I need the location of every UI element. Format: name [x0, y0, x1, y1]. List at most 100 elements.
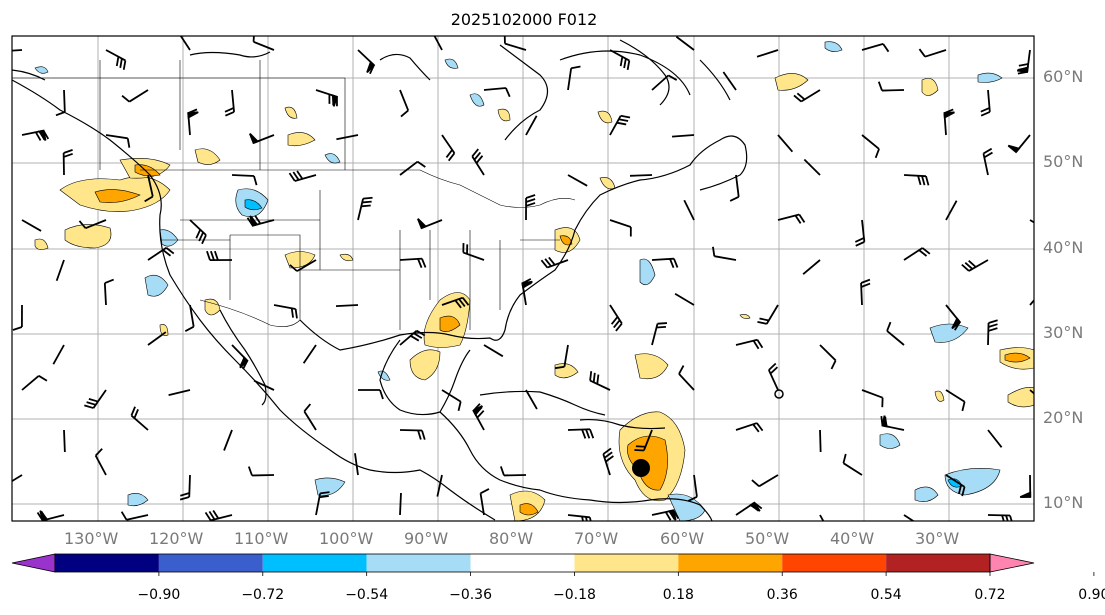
wind-barb — [903, 174, 930, 186]
wind-barb — [1029, 219, 1034, 224]
lat-tick-label: 20°N — [1043, 408, 1084, 427]
wind-barb — [21, 375, 48, 391]
wind-barb — [121, 89, 149, 103]
wind-barb — [231, 344, 249, 370]
contour-warm — [339, 253, 354, 262]
contour-cool — [314, 477, 346, 496]
wind-barb — [1019, 474, 1032, 499]
wind-barb — [861, 134, 880, 159]
wind-barb — [987, 514, 1013, 521]
wind-barb — [120, 511, 149, 521]
wind-barb — [335, 304, 359, 307]
colorbar-tick-label: 0.36 — [766, 587, 798, 603]
contour-warm — [1004, 352, 1031, 363]
wind-barb — [521, 278, 533, 306]
contour-cool — [977, 72, 1003, 83]
contour-cool — [944, 468, 1001, 496]
wind-barb — [735, 338, 764, 350]
wind-barb — [84, 389, 107, 409]
wind-barb — [602, 447, 614, 476]
wind-barb — [179, 474, 191, 501]
wind-barb — [130, 406, 149, 431]
lon-tick-label: 70°W — [574, 529, 619, 548]
wind-barb — [757, 304, 779, 325]
wind-barb — [987, 319, 998, 346]
wind-barb — [735, 501, 763, 516]
wind-barb — [651, 322, 668, 346]
contour-cool — [879, 433, 901, 449]
contour-cool — [639, 258, 656, 286]
wind-barb — [336, 134, 359, 141]
colorbar-tick-label: −0.90 — [137, 587, 181, 603]
contour-warm — [409, 349, 441, 381]
shaded-contours — [34, 41, 1034, 521]
wind-barb — [525, 115, 538, 136]
coastlines — [12, 39, 748, 521]
wind-barb — [471, 148, 485, 176]
wind-barb — [768, 362, 779, 391]
contour-cool — [34, 66, 49, 74]
colorbar-tick-label: 0.18 — [662, 587, 694, 603]
wind-barb — [147, 247, 175, 261]
colorbar-tick-label: −0.72 — [241, 587, 285, 603]
wind-barb — [399, 89, 410, 118]
wind-barb — [729, 174, 740, 202]
colorbar-tick-label: 0.72 — [974, 587, 1006, 603]
lon-tick-label: 80°W — [489, 529, 534, 548]
wind-barb — [357, 49, 376, 75]
wind-barb — [819, 514, 825, 521]
graticule — [12, 36, 1034, 521]
wind-barb — [589, 371, 611, 391]
wind-barb — [525, 194, 536, 221]
colorbar-tick-label: −0.18 — [552, 587, 596, 603]
colorbar-segment — [574, 554, 679, 572]
wind-barb — [842, 453, 863, 476]
wind-barb — [980, 89, 991, 117]
wind-barb — [315, 491, 330, 516]
contour-warm — [1007, 387, 1034, 408]
wind-barb — [224, 89, 235, 117]
contour-warm — [284, 106, 298, 119]
wind-barb — [751, 474, 779, 488]
colorbar-segment — [158, 554, 263, 572]
wind-barb — [399, 429, 426, 440]
lat-tick-label: 40°N — [1043, 238, 1084, 257]
lon-tick-label: 100°W — [319, 529, 374, 548]
colorbar-tick-label: 0.90 — [1078, 587, 1105, 603]
wind-barb — [357, 389, 384, 400]
calm-circle — [774, 389, 784, 399]
contour-warm — [497, 108, 511, 122]
contour-warm — [774, 73, 809, 91]
wind-barb — [683, 199, 695, 221]
contour-warm — [94, 189, 141, 203]
contour-warm — [597, 110, 613, 124]
wind-barb — [253, 379, 275, 391]
wind-barb — [886, 321, 905, 346]
colorbar-tick-label: −0.36 — [449, 587, 492, 603]
wind-barb — [168, 389, 191, 396]
wind-barb — [144, 174, 154, 203]
lon-tick-label: 40°W — [830, 529, 875, 548]
wind-barb — [629, 174, 653, 177]
wind-barb — [436, 474, 443, 497]
wind-barb — [105, 49, 127, 70]
colorbar-extend-high — [989, 553, 1035, 573]
wind-barb — [819, 344, 837, 370]
wind-barb — [961, 259, 989, 272]
wind-barb — [12, 474, 23, 483]
wind-barb — [441, 389, 462, 412]
wind-barb — [483, 344, 504, 358]
wind-barb — [357, 196, 373, 221]
wind-barb — [722, 71, 737, 91]
contour-warm — [134, 164, 161, 177]
wind-barb — [651, 509, 680, 521]
wind-barb — [499, 466, 527, 477]
wind-barb — [609, 49, 631, 71]
lon-tick-label: 90°W — [404, 529, 449, 548]
wind-barb — [918, 48, 947, 58]
wind-barb — [803, 158, 821, 176]
wind-barb — [777, 134, 794, 153]
wind-barb — [399, 329, 426, 346]
wind-barb — [63, 429, 66, 453]
wind-barb — [472, 403, 485, 431]
